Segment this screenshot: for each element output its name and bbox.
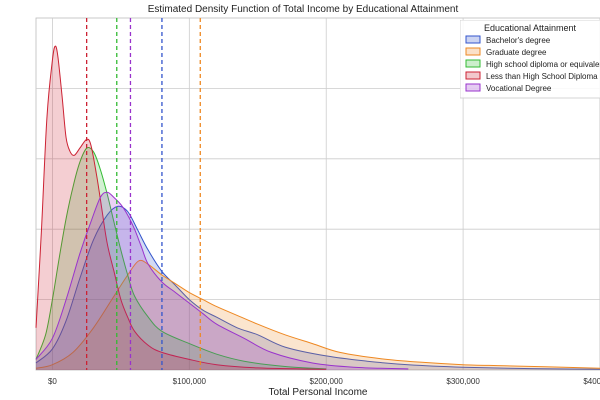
- legend-box: Educational Attainment Bachelor's degree G…: [460, 20, 600, 99]
- legend-swatch: [465, 71, 481, 80]
- x-tick-label: $300,000: [446, 377, 480, 386]
- legend-swatch: [465, 59, 481, 68]
- legend-entry: Less than High School Diploma: [486, 72, 598, 81]
- density-area: [36, 46, 327, 370]
- density-line: [35, 259, 600, 369]
- x-axis-label: Total Personal Income: [269, 387, 368, 398]
- legend-entry: Graduate degree: [486, 48, 547, 57]
- chart-title: Estimated Density Function of Total Inco…: [148, 4, 459, 15]
- legend: Educational Attainment Bachelor's degree G…: [460, 20, 600, 99]
- density-line: [35, 191, 409, 370]
- density-area: [36, 147, 327, 370]
- legend-entry: Bachelor's degree: [486, 36, 551, 45]
- legend-entry: Vocational Degree: [486, 84, 552, 93]
- density-line: [35, 147, 327, 370]
- legend-swatch: [465, 83, 481, 92]
- x-tick-label: $0: [48, 377, 57, 386]
- density-area: [36, 192, 409, 370]
- density-line: [35, 45, 327, 370]
- x-axis-ticks: $0 $100,000 $200,000 $300,000 $400,000: [48, 377, 600, 386]
- legend-swatch: [465, 47, 481, 56]
- density-line: [35, 205, 600, 370]
- x-tick-label: $400,000: [583, 377, 600, 386]
- legend-title: Educational Attainment: [484, 23, 577, 33]
- legend-entry: High school diploma or equivalent: [486, 60, 600, 69]
- x-tick-label: $200,000: [310, 377, 344, 386]
- x-tick-label: $100,000: [173, 377, 207, 386]
- density-area: [36, 206, 600, 370]
- density-area: [36, 260, 600, 370]
- legend-swatch: [465, 35, 481, 44]
